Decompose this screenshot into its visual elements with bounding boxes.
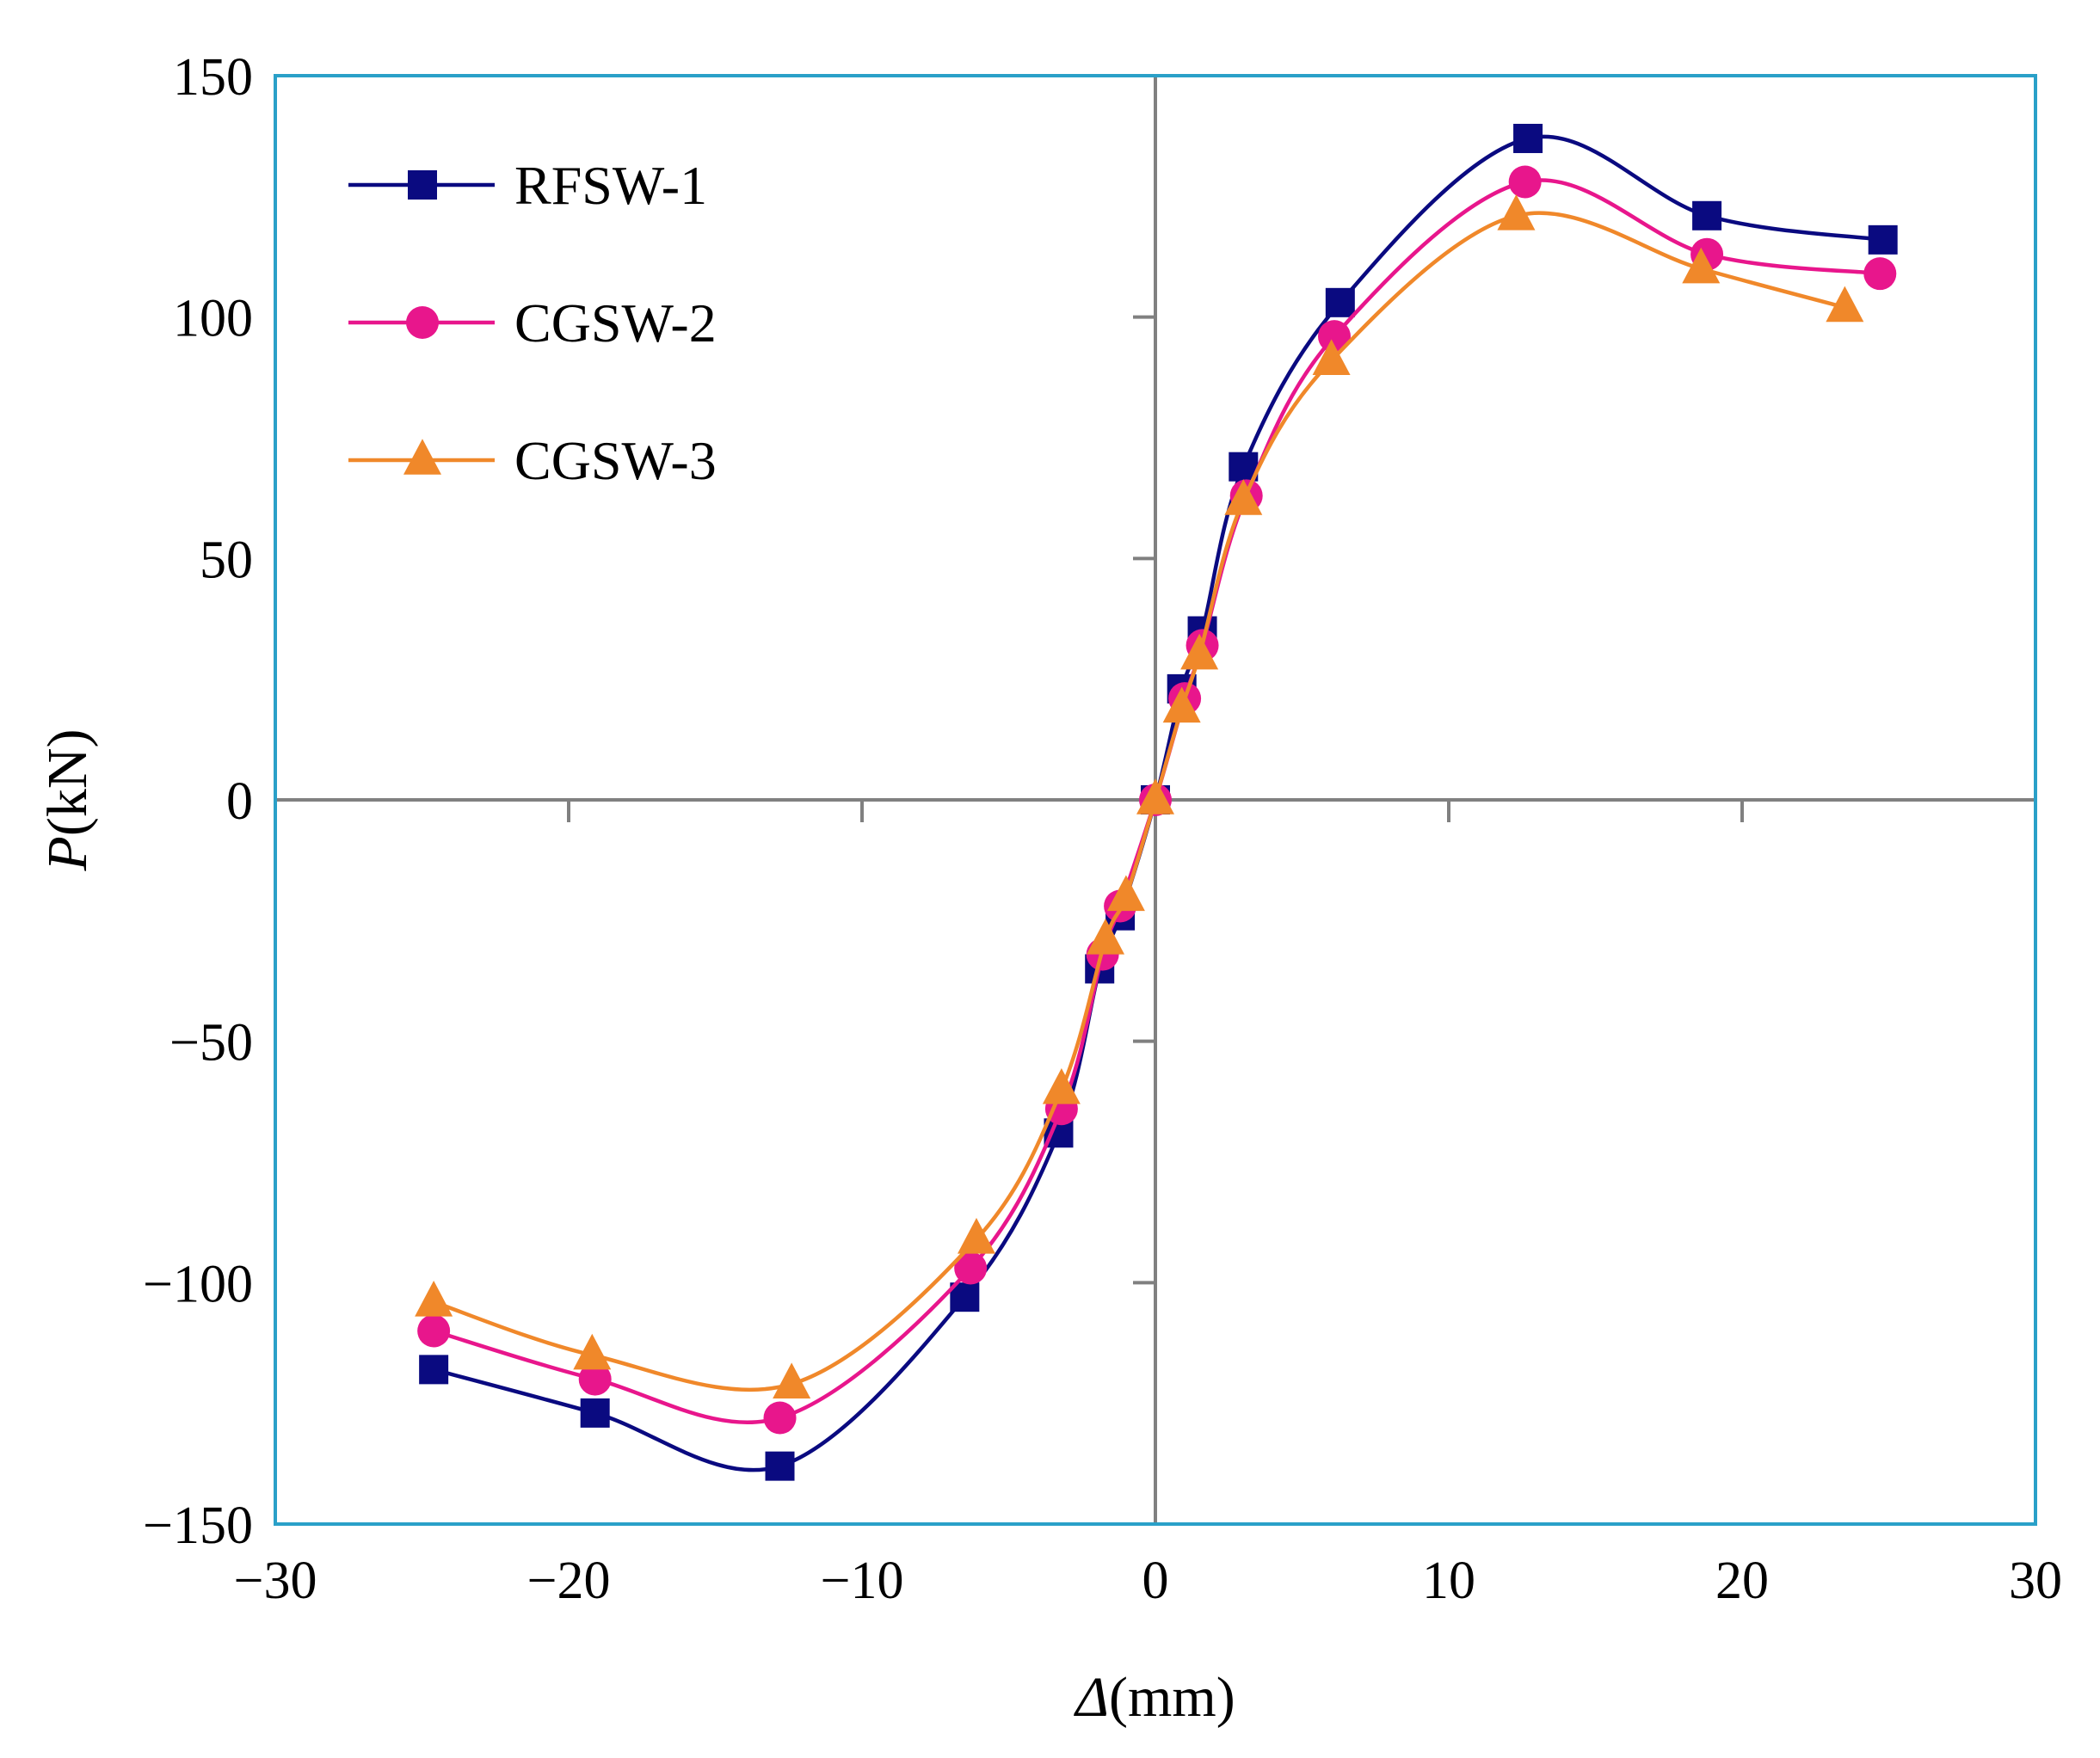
- axis-ticks: [567, 315, 1744, 1285]
- x-tick-label: 0: [1142, 1552, 1169, 1610]
- data-point-circle: [954, 1251, 988, 1285]
- x-tick-label: −10: [821, 1552, 904, 1610]
- data-point-triangle: [1106, 875, 1145, 912]
- data-point-square: [1325, 287, 1355, 317]
- series-layer: [415, 123, 1898, 1481]
- data-point-square: [1692, 200, 1722, 231]
- data-point-square: [765, 1451, 795, 1481]
- x-axis-title: Δ(mm): [1073, 1666, 1235, 1729]
- data-point-triangle: [1826, 286, 1864, 323]
- x-tick-label: 30: [2009, 1552, 2062, 1610]
- data-point-square: [1868, 224, 1898, 255]
- y-tick-label: 150: [173, 48, 253, 107]
- data-point-triangle: [1087, 918, 1125, 955]
- series-cgsw-3: [415, 194, 1864, 1399]
- x-axis-symbol: Δ: [1073, 1666, 1109, 1729]
- data-point-triangle: [957, 1218, 995, 1254]
- data-point-triangle: [1180, 633, 1219, 670]
- data-point-circle: [1318, 320, 1352, 353]
- legend-label: CGSW-2: [514, 292, 717, 353]
- x-tick-label: 20: [1715, 1552, 1769, 1610]
- data-point-triangle: [1682, 247, 1721, 284]
- y-tick-label: 50: [200, 531, 253, 589]
- data-point-circle: [578, 1362, 612, 1396]
- data-point-triangle: [773, 1362, 811, 1399]
- legend-label: RFSW-1: [514, 155, 707, 216]
- data-point-triangle: [1042, 1068, 1081, 1104]
- plot-frame: [274, 74, 2037, 1526]
- y-tick-label: −100: [143, 1255, 253, 1313]
- y-tick-label: 100: [173, 290, 253, 348]
- y-axis-title: P(kN): [36, 729, 99, 872]
- x-tick-label: −20: [527, 1552, 611, 1610]
- data-point-square: [1513, 123, 1543, 153]
- y-axis-unit: (kN): [36, 729, 99, 837]
- data-point-square: [580, 1398, 610, 1428]
- legend-marker-triangle: [403, 439, 441, 475]
- legend-marker-square: [408, 170, 437, 200]
- data-point-triangle: [573, 1333, 612, 1370]
- x-tick-label: 10: [1422, 1552, 1475, 1610]
- data-point-triangle: [1162, 686, 1201, 723]
- data-point-square: [419, 1355, 449, 1385]
- data-point-triangle: [1312, 339, 1351, 375]
- data-point-triangle: [1497, 194, 1536, 231]
- y-tick-label: −150: [143, 1497, 253, 1555]
- data-point-circle: [1863, 257, 1897, 291]
- y-tick-label: −50: [169, 1014, 253, 1073]
- legend-item: CGSW-2: [348, 292, 717, 353]
- data-point-circle: [763, 1401, 797, 1435]
- legend: RFSW-1 CGSW-2 CGSW-3: [348, 155, 717, 491]
- data-point-triangle: [1224, 479, 1263, 515]
- legend-label: CGSW-3: [514, 430, 717, 491]
- data-point-circle: [1508, 165, 1542, 199]
- y-axis-symbol: P: [36, 836, 99, 871]
- data-point-triangle: [1136, 778, 1174, 814]
- legend-marker-circle: [406, 306, 439, 339]
- legend-item: CGSW-3: [348, 430, 717, 491]
- y-tick-label: 0: [226, 772, 253, 831]
- x-axis-unit: (mm): [1109, 1666, 1235, 1729]
- data-point-circle: [417, 1314, 451, 1348]
- data-point-triangle: [415, 1280, 453, 1317]
- x-tick-label: −30: [234, 1552, 317, 1610]
- legend-item: RFSW-1: [348, 155, 707, 216]
